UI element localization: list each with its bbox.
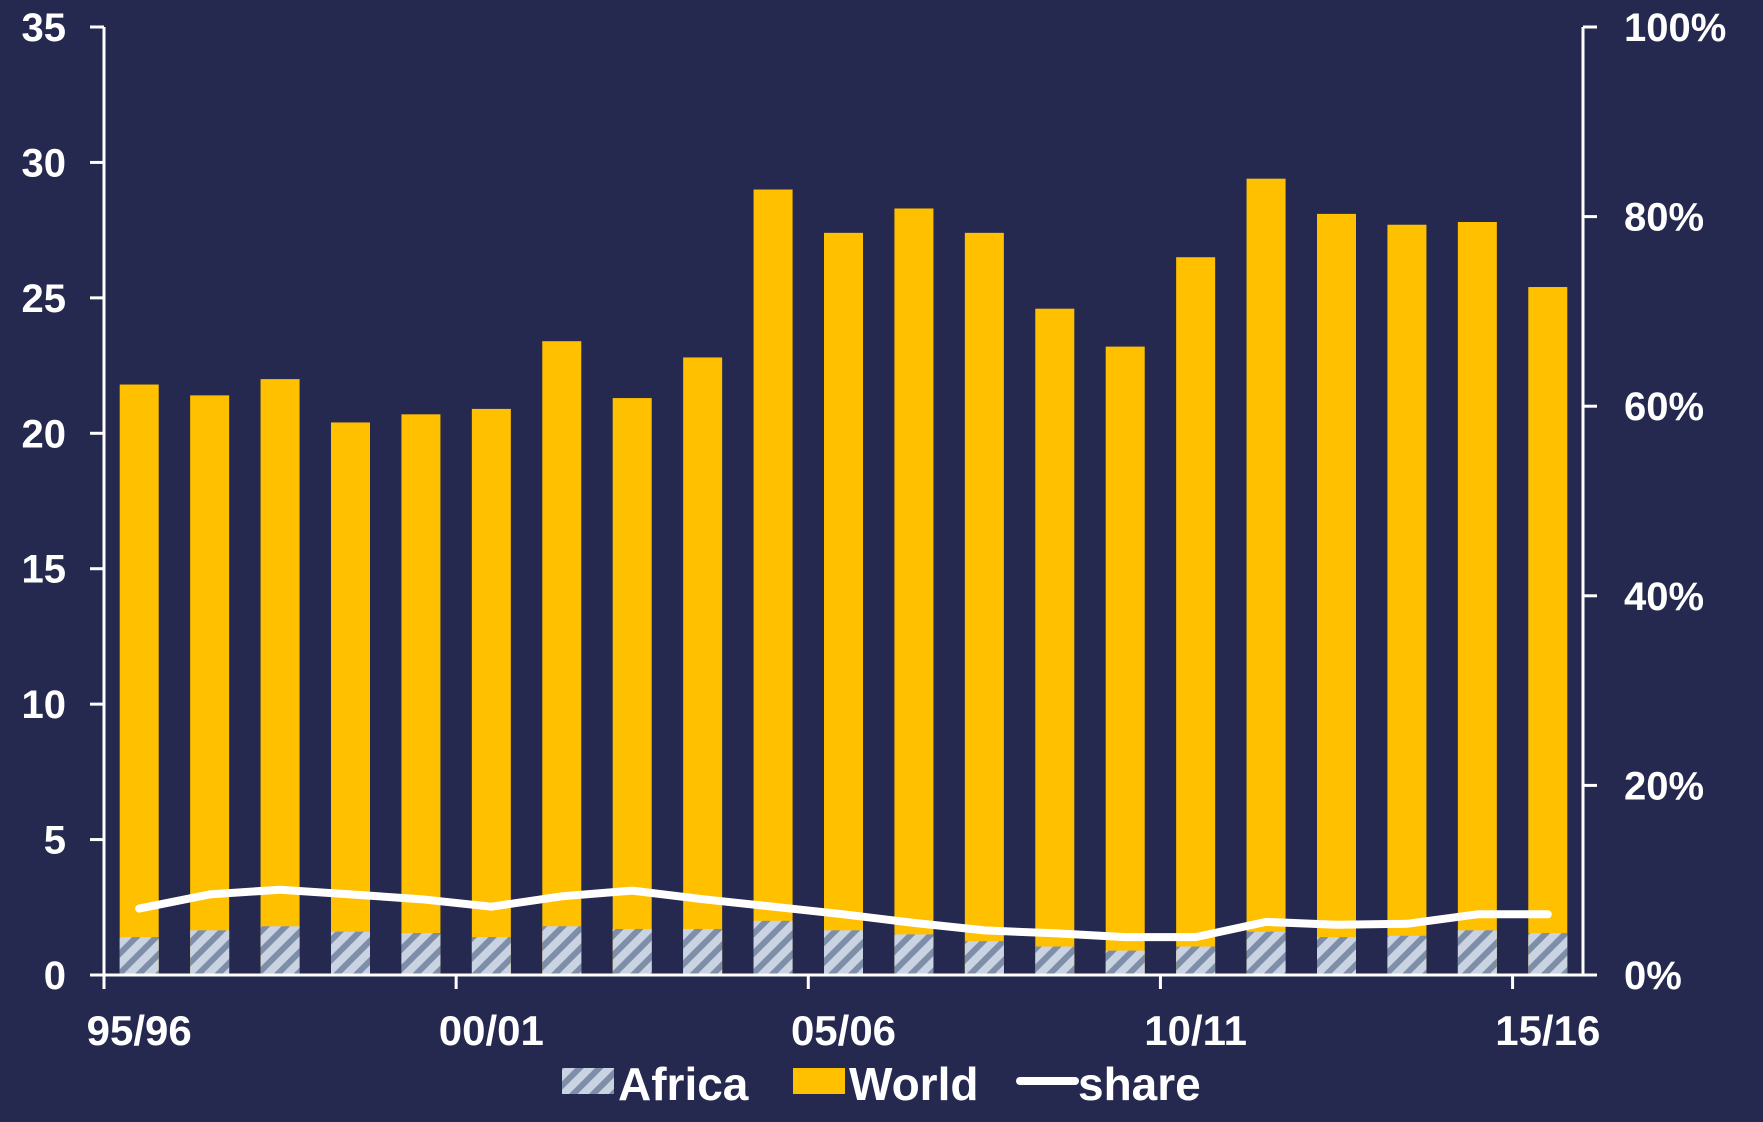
africa-bar-15/16 xyxy=(1528,933,1568,975)
africa-bar-97/98 xyxy=(260,926,300,975)
world-bar-99/00 xyxy=(401,414,441,976)
y-right-tick-label: 0% xyxy=(1624,954,1682,998)
share-point-01/02 xyxy=(561,895,563,897)
africa-bar-01/02 xyxy=(542,926,582,975)
x-tick-label: 05/06 xyxy=(791,1007,896,1054)
share-point-09/10 xyxy=(1124,936,1126,938)
world-bar-05/06 xyxy=(824,232,863,975)
africa-bar-99/00 xyxy=(401,933,441,975)
africa-bar-00/01 xyxy=(471,937,511,975)
africa-bar-07/08 xyxy=(964,941,1004,975)
africa-bar-10/11 xyxy=(1176,946,1216,975)
africa-bar-06/07 xyxy=(894,934,934,975)
world-bar-11/12 xyxy=(1246,178,1286,975)
share-point-02/03 xyxy=(631,890,633,892)
share-point-96/97 xyxy=(209,893,211,895)
y-left-tick-label: 10 xyxy=(22,683,67,727)
world-bar-97/98 xyxy=(260,379,300,976)
africa-bar-11/12 xyxy=(1246,931,1286,975)
africa-bar-98/99 xyxy=(331,931,370,975)
y-right-tick-label: 60% xyxy=(1624,385,1704,429)
legend-label-africa: Africa xyxy=(618,1058,749,1110)
world-bar-03/04 xyxy=(683,357,723,976)
world-bar-12/13 xyxy=(1317,213,1356,976)
share-point-13/14 xyxy=(1406,923,1408,925)
world-bar-96/97 xyxy=(190,395,230,975)
world-bar-14/15 xyxy=(1457,222,1497,975)
y-left-tick-label: 5 xyxy=(44,819,66,863)
x-tick-label: 15/16 xyxy=(1495,1007,1600,1054)
share-point-08/09 xyxy=(1054,932,1056,934)
y-left-tick-label: 20 xyxy=(22,412,67,456)
y-left-tick-label: 25 xyxy=(22,277,67,321)
legend-swatch-world xyxy=(793,1068,845,1094)
africa-bar-03/04 xyxy=(683,928,723,975)
share-point-04/05 xyxy=(772,906,774,908)
share-point-11/12 xyxy=(1265,921,1267,923)
legend-label-share: share xyxy=(1078,1058,1201,1110)
world-bar-95/96 xyxy=(119,384,159,975)
share-point-05/06 xyxy=(843,913,844,915)
share-point-06/07 xyxy=(913,922,915,924)
world-bar-10/11 xyxy=(1176,257,1216,975)
africa-bar-08/09 xyxy=(1035,946,1075,975)
world-bar-02/03 xyxy=(612,398,652,975)
africa-bar-04/05 xyxy=(753,920,793,975)
world-bar-15/16 xyxy=(1528,287,1568,976)
share-point-10/11 xyxy=(1195,936,1197,938)
share-point-00/01 xyxy=(490,906,492,908)
share-point-99/00 xyxy=(420,898,422,900)
africa-bar-95/96 xyxy=(119,937,159,975)
share-line-group xyxy=(135,885,1552,942)
share-point-98/99 xyxy=(350,893,351,895)
bars-group xyxy=(119,178,1568,976)
share-point-97/98 xyxy=(279,889,281,891)
world-bar-08/09 xyxy=(1035,308,1075,976)
legend-label-world: World xyxy=(849,1058,978,1110)
world-bar-00/01 xyxy=(471,408,511,975)
africa-bar-14/15 xyxy=(1457,930,1497,975)
x-tick-label: 95/96 xyxy=(87,1007,192,1054)
y-left-tick-label: 0 xyxy=(44,954,66,998)
y-left-tick-label: 30 xyxy=(22,141,67,185)
x-tick-label: 10/11 xyxy=(1144,1007,1247,1054)
legend: Africa World share xyxy=(562,1058,1201,1110)
africa-bar-05/06 xyxy=(824,930,863,975)
y-right-tick-label: 80% xyxy=(1624,196,1704,240)
share-point-95/96 xyxy=(138,908,140,910)
x-tick-label: 00/01 xyxy=(439,1007,544,1054)
africa-bar-02/03 xyxy=(612,928,652,975)
world-bar-98/99 xyxy=(331,422,370,975)
y-left-tick-label: 15 xyxy=(22,548,67,592)
world-bar-01/02 xyxy=(542,341,582,975)
world-bar-09/10 xyxy=(1105,346,1145,975)
axes-group: 0 5 10 15 20 25 30 35 0% 20% 40% 60% 80% 100% 95/96 00/… xyxy=(22,6,1727,1054)
world-bar-06/07 xyxy=(894,208,934,975)
africa-bar-12/13 xyxy=(1317,937,1356,975)
africa-bar-96/97 xyxy=(190,930,230,975)
y-right-tick-label: 100% xyxy=(1624,6,1726,50)
y-left-tick-label: 35 xyxy=(22,6,67,50)
world-bar-13/14 xyxy=(1387,224,1427,975)
africa-bar-13/14 xyxy=(1387,935,1427,975)
share-point-15/16 xyxy=(1547,913,1549,915)
africa-bar-09/10 xyxy=(1105,950,1145,975)
legend-swatch-africa xyxy=(562,1068,614,1094)
share-point-03/04 xyxy=(702,898,704,900)
y-right-tick-label: 20% xyxy=(1624,764,1704,808)
world-bar-04/05 xyxy=(753,189,793,975)
share-point-07/08 xyxy=(983,929,985,931)
share-point-12/13 xyxy=(1336,924,1337,926)
y-right-tick-label: 40% xyxy=(1624,575,1704,619)
world-bar-07/08 xyxy=(964,232,1004,975)
share-point-14/15 xyxy=(1476,913,1478,915)
